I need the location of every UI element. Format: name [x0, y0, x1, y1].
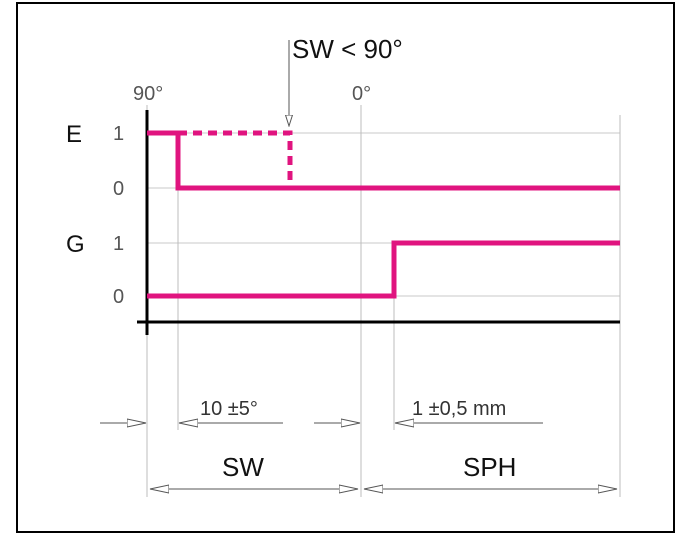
signal-e-trace	[147, 130, 620, 191]
range-sph-label: SPH	[463, 452, 516, 482]
signal-g-level-low: 0	[113, 286, 124, 308]
offset-angle-label: 10 ±5°	[200, 398, 258, 420]
signal-g-name: G	[66, 231, 85, 258]
grid-vertical	[146, 105, 621, 497]
range-sw-label: SW	[222, 452, 264, 482]
diagram-frame	[16, 2, 675, 533]
angle-start-label: 90°	[133, 83, 163, 105]
signal-e-level-high: 1	[113, 123, 124, 145]
signal-g-level-high: 1	[113, 233, 124, 255]
angle-zero-label: 0°	[352, 83, 371, 105]
offset-travel-label: 1 ±0,5 mm	[412, 398, 506, 420]
signal-g-trace	[147, 240, 620, 299]
signal-e-dashed-trace	[178, 130, 293, 188]
grid-horizontal	[147, 132, 620, 297]
signal-e-name: E	[66, 121, 82, 148]
annotation-label: SW < 90°	[292, 34, 403, 64]
signal-e-level-low: 0	[113, 178, 124, 200]
